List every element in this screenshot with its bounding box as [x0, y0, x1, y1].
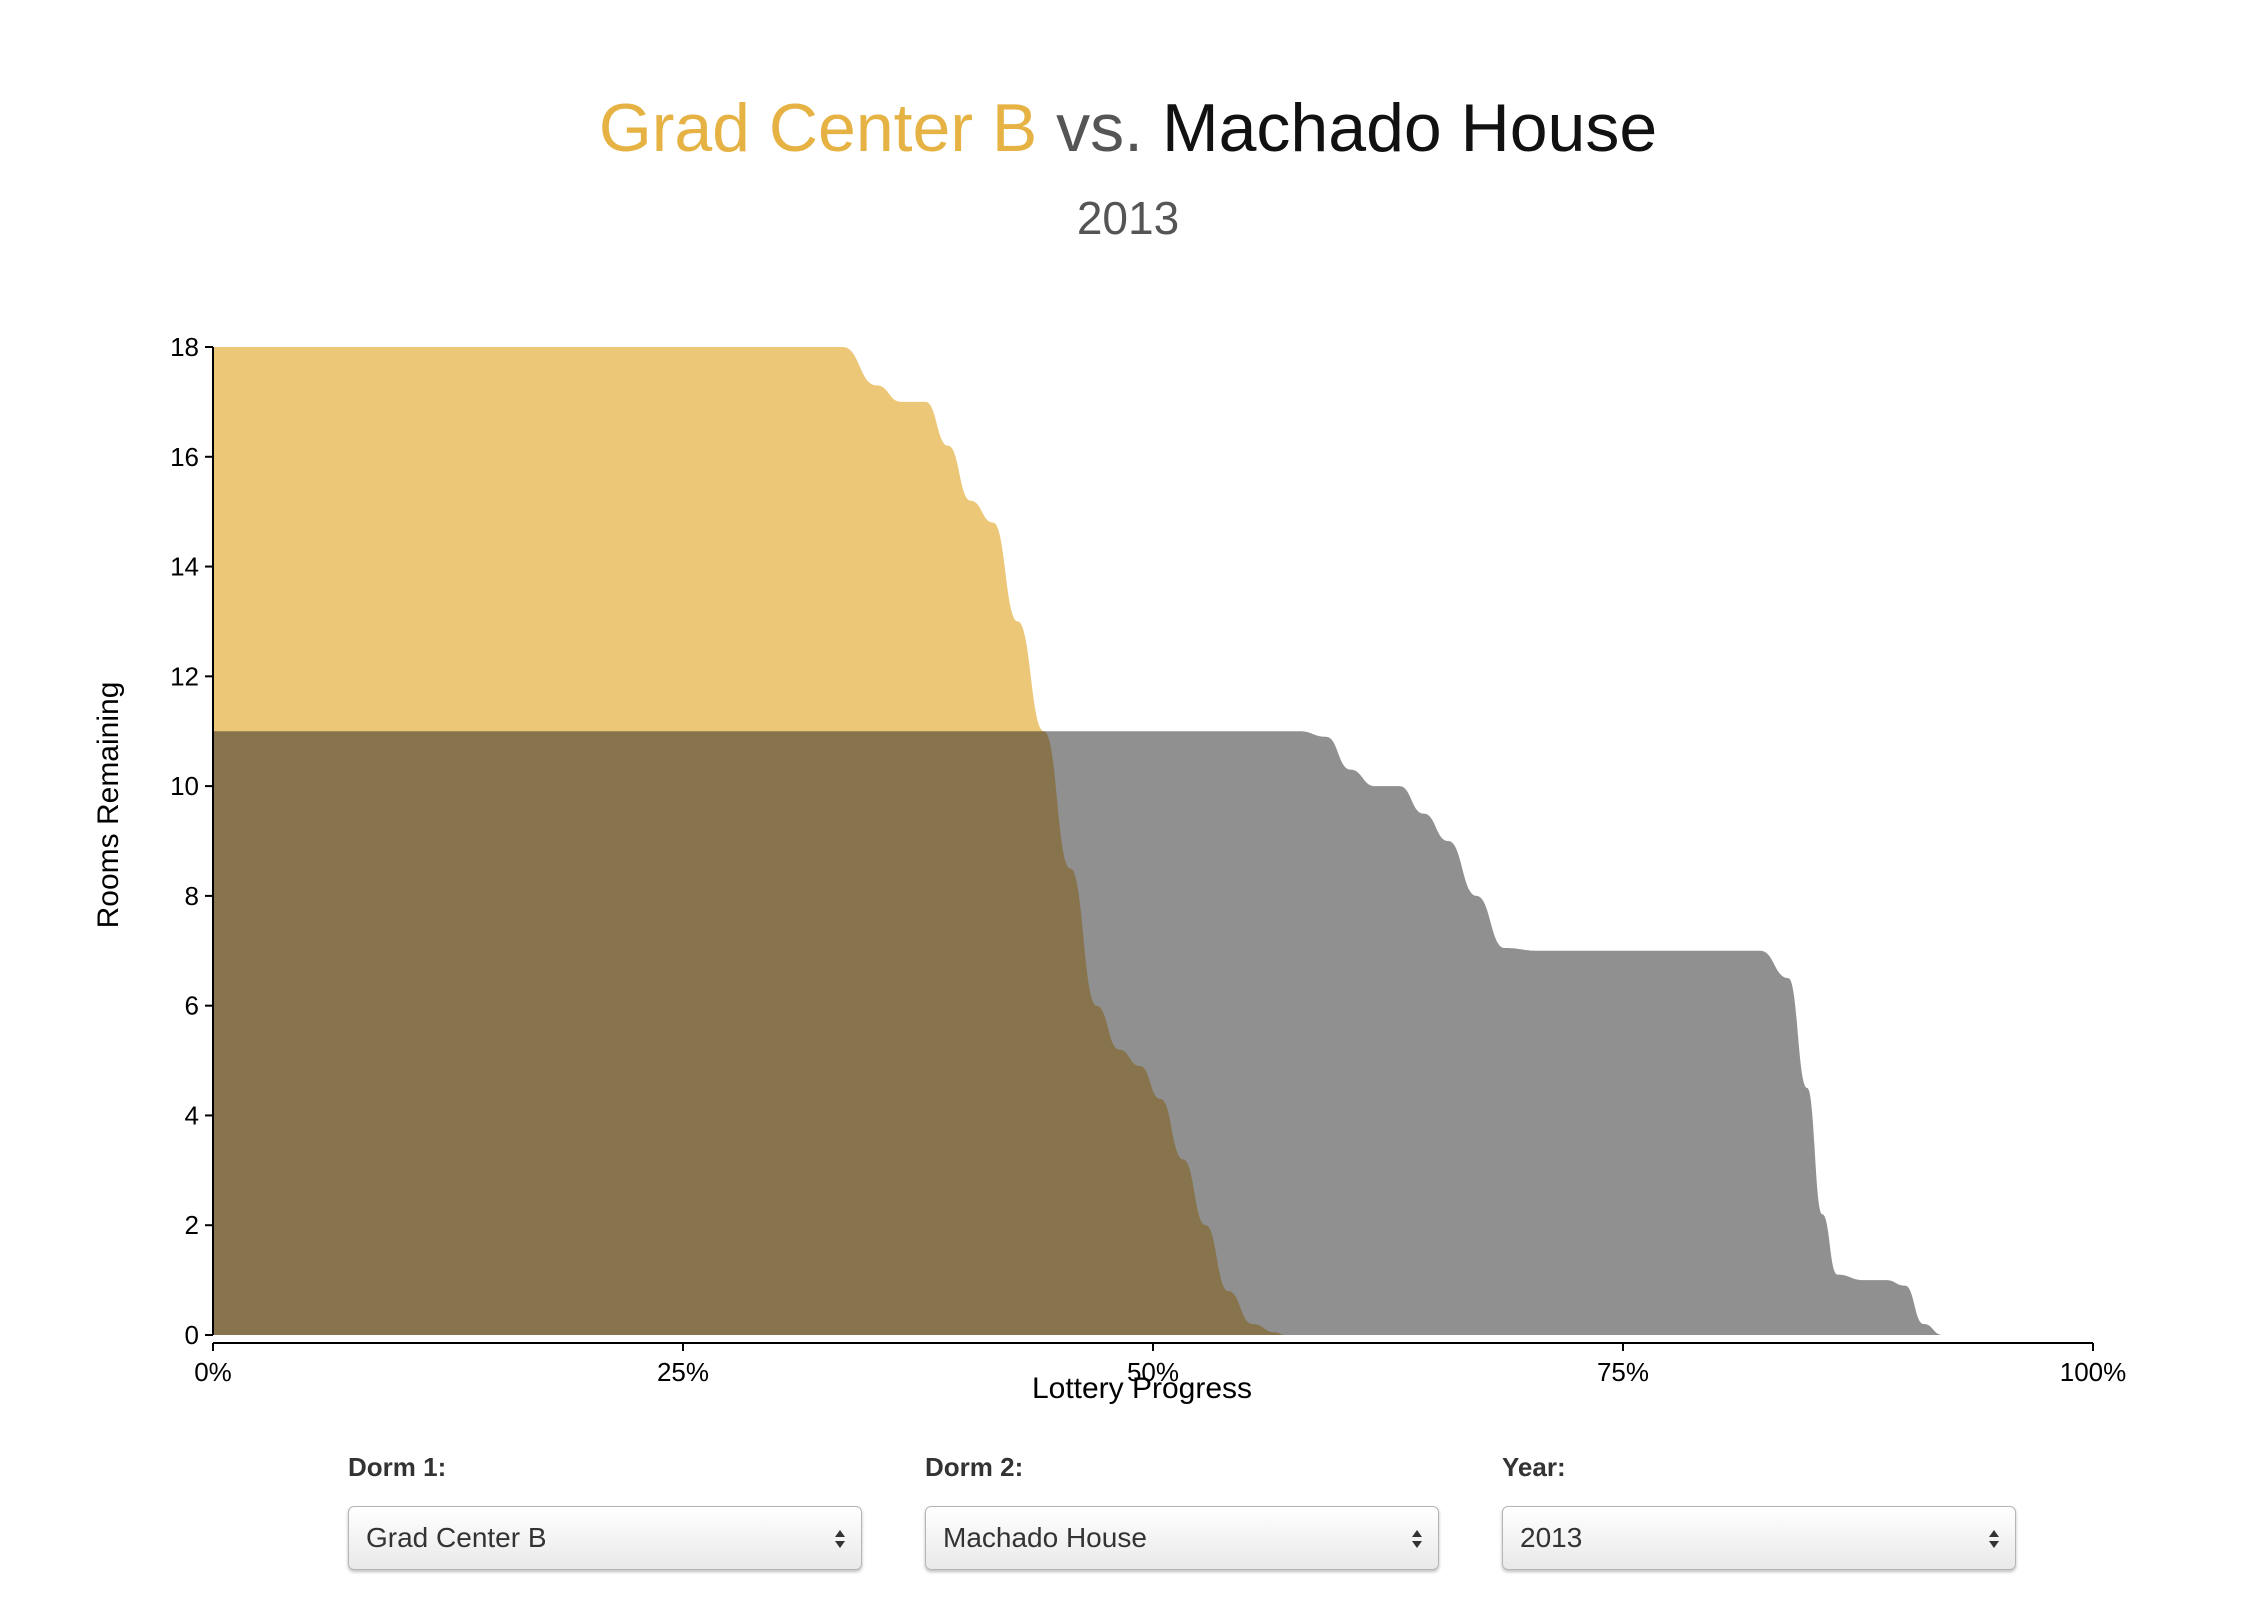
dorm2-select-value: Machado House: [943, 1522, 1147, 1553]
dorm1-label: Dorm 1:: [348, 1452, 447, 1482]
select-arrows-icon: [1412, 1530, 1422, 1548]
x-tick-label: 50%: [1127, 1357, 1179, 1387]
y-tick-label: 8: [185, 881, 199, 911]
dorm2-label: Dorm 2:: [925, 1452, 1024, 1482]
title-dorm1: Grad Center B: [598, 90, 1038, 166]
area-machado-house: [213, 731, 1943, 1335]
x-tick-label: 100%: [2060, 1357, 2127, 1387]
y-axis-label: Rooms Remaining: [92, 682, 125, 929]
y-tick-label: 10: [170, 771, 199, 801]
chart-title: Grad Center B vs. Machado House: [0, 88, 2256, 168]
title-dorm2: Machado House: [1161, 90, 1658, 166]
year-label: Year:: [1502, 1452, 1566, 1482]
dorm1-select-value: Grad Center B: [366, 1522, 547, 1553]
x-tick-label: 0%: [194, 1357, 232, 1387]
y-tick-label: 18: [170, 332, 199, 362]
chart-subtitle: 2013: [1076, 192, 1180, 244]
year-select[interactable]: 2013: [1502, 1506, 2016, 1570]
area-series-group: [213, 347, 1943, 1335]
year-control: Year: 2013: [1502, 1450, 2016, 1570]
title-vs: vs.: [1056, 90, 1144, 166]
year-select-value: 2013: [1520, 1522, 1583, 1553]
y-tick-label: 16: [170, 442, 199, 472]
x-tick-label: 75%: [1597, 1357, 1649, 1387]
y-tick-label: 6: [185, 991, 199, 1021]
chart-area: 0 2 4 6 8 10 12 14 16 18 0% 25% 50% 75% 100% Lottery P…: [92, 332, 2126, 1405]
select-arrows-icon: [835, 1530, 845, 1548]
dorm2-select[interactable]: Machado House: [925, 1506, 1439, 1570]
x-axis-label: Lottery Progress: [1032, 1372, 1252, 1405]
y-tick-label: 0: [185, 1320, 199, 1350]
dorm2-control: Dorm 2: Machado House: [925, 1450, 1439, 1570]
select-arrows-icon: [1989, 1530, 1999, 1548]
y-tick-label: 12: [170, 661, 199, 691]
y-tick-label: 14: [170, 552, 199, 582]
axes-group: 0 2 4 6 8 10 12 14 16 18 0% 25% 50% 75% 100%: [170, 332, 2126, 1387]
y-tick-label: 2: [185, 1210, 199, 1240]
dorm1-select[interactable]: Grad Center B: [348, 1506, 862, 1570]
y-tick-label: 4: [185, 1100, 199, 1130]
x-tick-label: 25%: [657, 1357, 709, 1387]
dorm1-control: Dorm 1: Grad Center B: [348, 1450, 862, 1570]
